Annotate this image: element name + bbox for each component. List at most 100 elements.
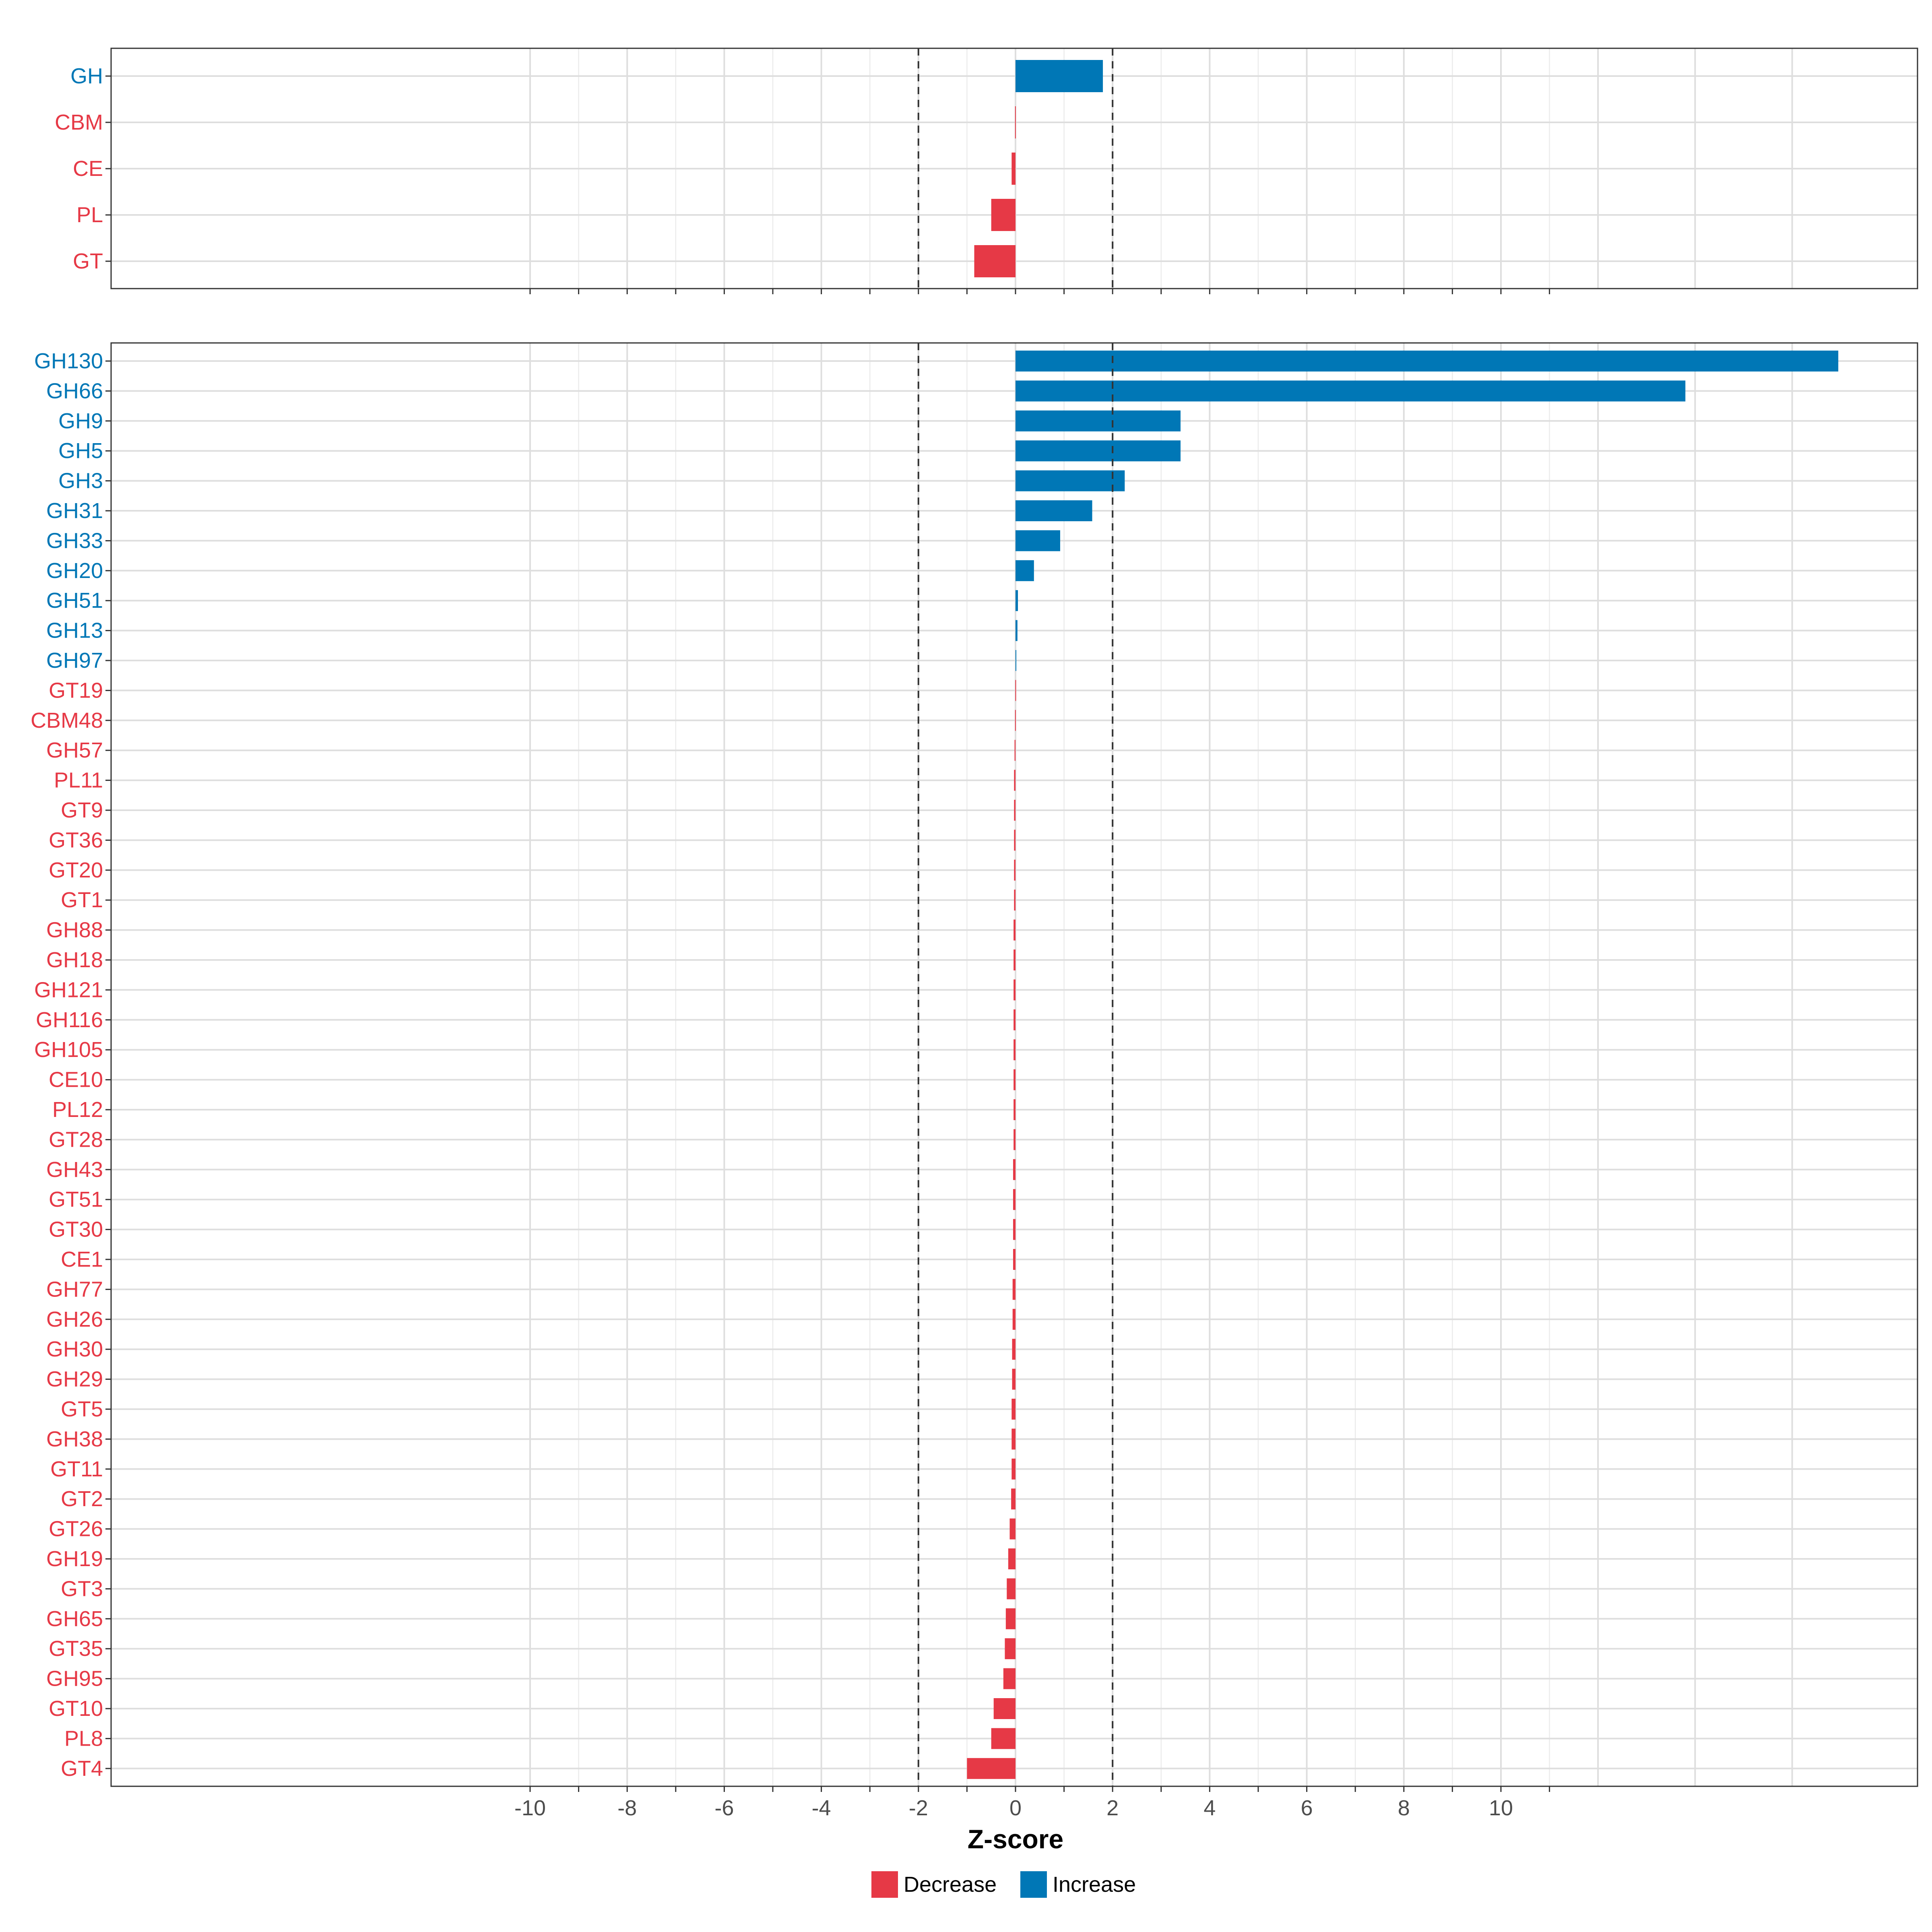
bar-gh13 [1016,620,1018,641]
x-tick-label: -6 [714,1796,734,1820]
category-label: GH29 [46,1367,103,1391]
category-label: PL12 [52,1098,103,1122]
bar-gt5 [1011,1399,1016,1420]
bar-gt26 [1009,1518,1016,1540]
category-label: GH57 [46,738,103,762]
bar-gh105 [1013,1039,1016,1061]
bar-gt10 [993,1698,1016,1719]
bar-gh33 [1016,530,1060,551]
category-label: GT11 [50,1457,103,1481]
panel-1: GH CBM CE PL GT [55,47,1918,294]
category-label: PL [76,203,103,227]
bar-gh5 [1016,440,1181,462]
category-label: GT30 [49,1218,103,1242]
x-tick-label: 6 [1301,1796,1313,1820]
bar-gh9 [1016,410,1181,431]
x-tick-label: 10 [1489,1796,1513,1820]
category-label: GT9 [61,798,103,822]
bar-gt11 [1011,1458,1016,1480]
bar-gt9 [1014,800,1016,821]
bar-gt35 [1005,1638,1016,1660]
x-tick-label: 8 [1398,1796,1410,1820]
bar-gt20 [1014,859,1016,881]
category-label: GH30 [46,1337,103,1361]
panel-2-bars [967,351,1839,1779]
category-label: GH88 [46,918,103,942]
legend-label-increase: Increase [1053,1872,1136,1897]
x-tick-label: 2 [1106,1796,1119,1820]
panel-2-x-ticks: -10 -8 -6 -4 -2 0 2 4 6 8 10 [514,1786,1550,1820]
bar-pl12 [1013,1099,1016,1120]
legend-swatch-decrease [871,1871,898,1898]
category-label: GT51 [49,1187,103,1212]
bar-gt19 [1015,680,1016,701]
category-label: GH105 [34,1038,103,1062]
category-label: GH9 [58,409,103,433]
category-label: GH43 [46,1158,103,1182]
category-label: GT3 [61,1577,103,1601]
bar-ce1 [1013,1249,1016,1270]
panels: GHCBMCEPLGTGH130GH66GH9GH5GH3GH31GH33GH2… [31,47,1918,1820]
bar-gh51 [1016,590,1018,611]
category-label: GH38 [46,1427,103,1451]
x-tick-label: -4 [812,1796,831,1820]
panel-1-bars [974,60,1103,277]
category-label: PL8 [64,1726,103,1750]
bar-gh26 [1012,1309,1016,1330]
bar-pl8 [991,1728,1016,1749]
category-label: GH130 [34,349,103,373]
category-label: GT2 [61,1487,103,1511]
bar-gt51 [1013,1189,1016,1210]
category-label: GH95 [46,1667,103,1691]
bar-gt1 [1014,890,1016,911]
category-label: GH97 [46,648,103,673]
x-tick-label: 0 [1009,1796,1022,1820]
bar-pl [991,199,1016,231]
bar-gh20 [1016,560,1034,581]
bar-gh116 [1013,1009,1016,1030]
category-label: GH121 [34,978,103,1002]
category-label: GT26 [49,1517,103,1541]
bar-cbm [1015,106,1016,138]
category-label: CE1 [61,1247,103,1271]
bar-gh77 [1012,1279,1016,1300]
category-label: GH19 [46,1547,103,1571]
category-label: GH3 [58,469,103,493]
panel-2-category-labels: GH130 GH66 GH9 GH5 GH3 GH31 GH33 GH20 GH51 GH13 GH… [31,349,111,1781]
panel-2: GH130 GH66 GH9 GH5 GH3 GH31 GH33 GH20 GH51 GH13 GH… [31,342,1918,1820]
bar-gh95 [1003,1668,1016,1689]
category-label: GT20 [49,858,103,882]
legend-label-decrease: Decrease [904,1872,997,1897]
bar-gt36 [1014,830,1016,851]
category-label: GH77 [46,1277,103,1301]
panel-2-border [110,342,1918,1787]
bar-gh19 [1008,1548,1016,1569]
panel-1-category-labels: GH CBM CE PL GT [55,64,111,273]
category-label: GT4 [61,1757,103,1781]
category-label: CE10 [49,1068,103,1092]
bar-gh [1016,60,1103,92]
bar-gt3 [1007,1578,1016,1600]
legend: Decrease Increase [871,1871,1136,1898]
x-axis-title: Z-score [968,1824,1063,1854]
bar-gh130 [1016,351,1839,372]
bar-gh88 [1013,919,1016,941]
bar-ce10 [1013,1069,1016,1090]
bar-gt28 [1013,1129,1016,1150]
bar-gh43 [1013,1159,1016,1180]
category-label: GT5 [61,1397,103,1421]
bar-gt30 [1013,1219,1016,1240]
legend-swatch-increase [1020,1871,1047,1898]
x-tick-label: -10 [514,1796,546,1820]
category-label: GH51 [46,588,103,613]
bar-gt4 [967,1758,1016,1779]
x-tick-label: -2 [909,1796,928,1820]
bar-ce [1011,153,1016,185]
category-label: GT19 [49,678,103,702]
bar-gh3 [1016,470,1125,491]
category-label: GH116 [36,1008,103,1032]
x-tick-label: -8 [617,1796,637,1820]
category-label: GH5 [58,439,103,463]
bar-gh38 [1011,1428,1016,1450]
